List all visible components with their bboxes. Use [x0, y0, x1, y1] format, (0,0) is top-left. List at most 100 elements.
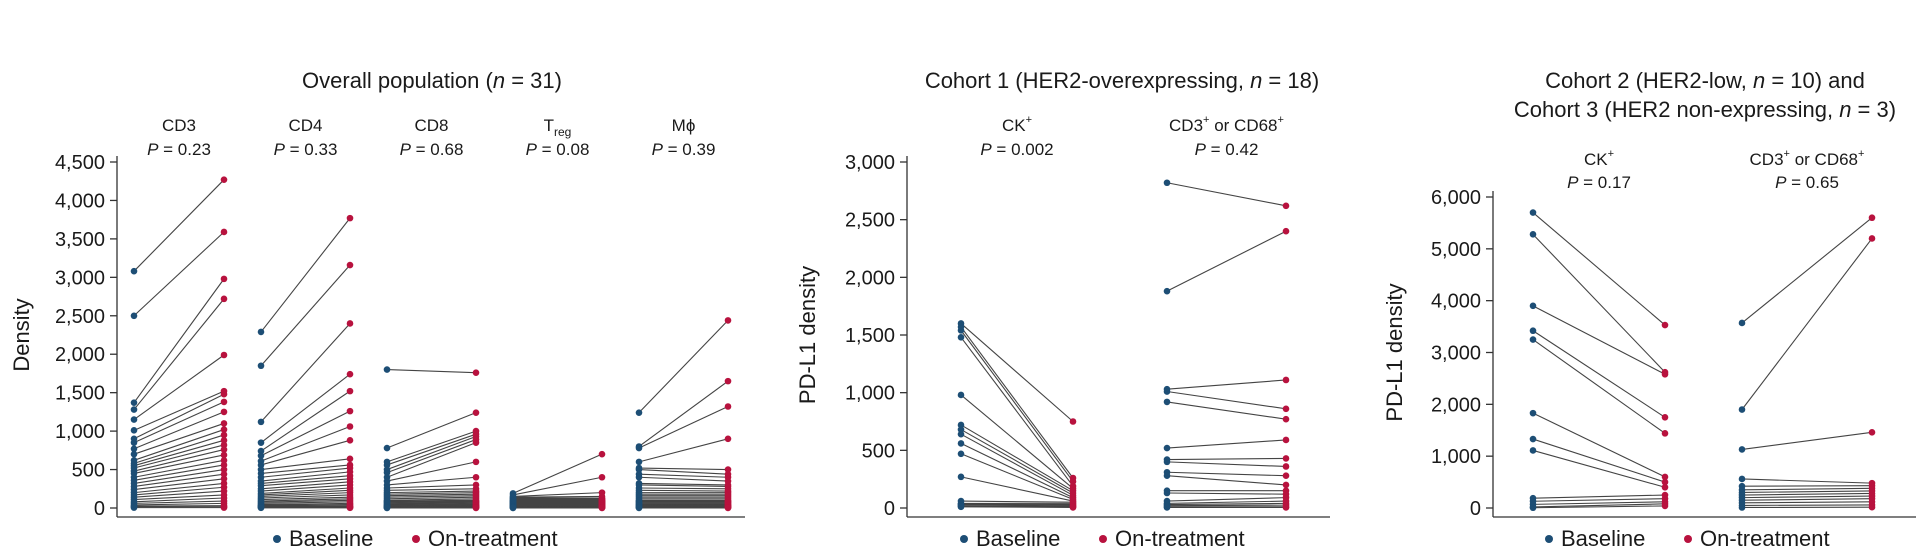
panel1-group-2-pair-line [260, 217, 351, 333]
panel3-group-2-pair-line [1741, 498, 1873, 501]
panel2-group-2-baseline-point [1163, 444, 1171, 452]
panel1-group-1-pair-line [133, 464, 225, 481]
panel1-group-1-baseline-point [130, 399, 138, 406]
panel2-y-tick-label: 1,000 [845, 383, 895, 405]
panel1-group-3-pair-line [386, 503, 477, 506]
panel1-group-2-pair-line [260, 492, 351, 498]
panel2-group-1-pair-line [960, 433, 1074, 496]
panel1-y-tick-label: 1,000 [55, 421, 105, 443]
panel2-group-2-label: CD3+ or CD68+ [1169, 114, 1284, 135]
panel3-group-2-baseline-point [1738, 504, 1746, 511]
panel2-group-2-pair-line [1166, 230, 1287, 292]
panel2-group-2-baseline-point [1163, 398, 1171, 406]
panel1-group-1-baseline-point [130, 439, 138, 446]
panel1-group-2-pair-line [260, 494, 351, 499]
panel1-group-1-on-treatment-point [220, 461, 228, 469]
panel1-group-5-on-treatment-point [724, 377, 732, 385]
panel2-group-2-pair-line [1166, 504, 1287, 507]
panel1-group-3-baseline-point [383, 469, 391, 476]
panel2-group-1-pair-line [960, 453, 1074, 500]
panel1-group-3-pair-line [386, 442, 477, 478]
panel1-y-tick-label: 2,000 [55, 344, 105, 366]
panel3-legend-on-treatment-marker [1684, 535, 1692, 543]
panel1-group-4-pair-line [512, 495, 603, 498]
panel2-group-1-baseline-point [957, 334, 965, 341]
panel2-group-1-baseline-point [957, 440, 965, 447]
panel3-group-2-pair-line [1741, 485, 1873, 487]
panel1-group-5-on-treatment-point [724, 466, 732, 473]
panel1-group-3-pair-line [386, 484, 477, 489]
panel1-group-1-baseline-point [130, 504, 138, 511]
panel3-group-1-on-treatment-point [1661, 413, 1669, 421]
panel1-group-1-on-treatment-point [220, 441, 228, 449]
panel2-group-1-pair-line [960, 503, 1074, 507]
panel2-group-2-pair-line [1166, 457, 1287, 461]
panel1-group-2-pair-line [260, 478, 351, 487]
panel1-group-5-label: Mϕ [672, 116, 696, 135]
panel2-group-2-baseline-point [1163, 489, 1171, 497]
panel2-group-2-pair-line [1166, 401, 1287, 420]
panel1-group-5-baseline-point [635, 504, 643, 512]
panel1-group-1-on-treatment-point [220, 426, 228, 433]
panel1-group-1-on-treatment-point [220, 504, 228, 511]
panel1-group-3-on-treatment-point [472, 409, 480, 416]
panel1-group-3-pair-line [386, 499, 477, 502]
panel1-group-3-pair-line [386, 461, 477, 482]
panel3-group-1-label: CK+ [1584, 148, 1614, 169]
panel3-group-1-pair-line [1532, 330, 1666, 418]
panel1-group-5-on-treatment-point [724, 317, 732, 324]
panel3-y-axis-label: PD-L1 density [1382, 283, 1407, 421]
panel2-group-2-on-treatment-point [1282, 436, 1290, 444]
panel1-group-2-pair-line [260, 264, 351, 367]
panel2-group-2-on-treatment-point [1282, 504, 1290, 511]
panel1-group-2-on-treatment-point [346, 455, 354, 463]
panel3-group-2-pair-line [1741, 487, 1873, 491]
panel1-group-1-p-value: P = 0.23 [147, 140, 211, 159]
panel3-legend-baseline-label: Baseline [1561, 526, 1645, 551]
panel1-group-3-pair-line [386, 430, 477, 463]
panel1-y-tick-label: 4,500 [55, 152, 105, 174]
panel1-group-1-label: CD3 [162, 116, 196, 135]
panel1-group-1-baseline-point [130, 445, 138, 453]
panel3-group-1-pair-line [1532, 449, 1666, 488]
panel1-group-1-pair-line [133, 500, 225, 504]
panel1-group-5-baseline-point [635, 458, 643, 466]
panel1-group-2-pair-line [260, 467, 351, 478]
panel2-group-1-on-treatment-point [1069, 504, 1077, 511]
panel2-group-1-pair-line [960, 326, 1074, 479]
panel2-group-2-pair-line [1166, 497, 1287, 502]
panel1-group-2-baseline-point [257, 418, 265, 426]
panel3-group-2-pair-line [1741, 504, 1873, 506]
panel1-group-3-pair-line [386, 492, 477, 495]
panel1-group-1-on-treatment-point [220, 420, 228, 427]
panel2-group-1-baseline-point [957, 430, 965, 438]
panel1-group-3-pair-line [386, 488, 477, 491]
panel1-group-2-pair-line [260, 390, 351, 452]
panel3-y-tick-label: 3,000 [1431, 343, 1481, 365]
panel2-group-1-baseline-point [957, 450, 965, 458]
panel1-group-3-pair-line [386, 504, 477, 507]
panel3-group-2-on-treatment-point [1868, 429, 1876, 436]
panel1-group-1-baseline-point [130, 416, 138, 423]
panel1-group-5-pair-line [638, 489, 729, 492]
panel1-group-4-pair-line [512, 453, 603, 494]
panel1-group-3-baseline-point [383, 504, 391, 512]
panel1-group-1-on-treatment-point [220, 176, 228, 183]
panel3-group-1-baseline-point [1529, 302, 1537, 310]
panel1-group-3-on-treatment-point [472, 473, 480, 481]
panel1-group-3-baseline-point [383, 461, 391, 469]
panel2-y-tick-label: 2,500 [845, 210, 895, 232]
panel1-group-3-label: CD8 [414, 116, 448, 135]
panel1-legend-on-treatment-marker [412, 535, 420, 543]
panel1-group-1-on-treatment-point [220, 431, 228, 439]
panel3-group-1-pair-line [1532, 212, 1666, 326]
panel1-group-1-baseline-point [130, 406, 138, 413]
panel1-group-1-on-treatment-point [220, 437, 228, 444]
panel1-group-2-pair-line [260, 439, 351, 466]
panel1-group-1-pair-line [133, 434, 225, 464]
panel2-group-2-on-treatment-point [1282, 472, 1290, 480]
panel1-group-4-on-treatment-point [598, 504, 606, 512]
panel1-group-4-label: Treg [544, 116, 572, 139]
panel1-group-2-on-treatment-point [346, 504, 354, 512]
panel1-group-3-pair-line [386, 502, 477, 504]
